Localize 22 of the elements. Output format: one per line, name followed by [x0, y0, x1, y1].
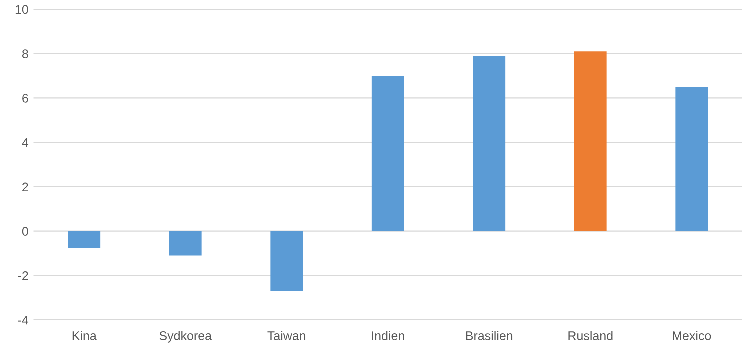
y-tick-label: 0: [22, 227, 28, 236]
y-tick-label: 10: [16, 5, 28, 14]
x-tick-label: Mexico: [673, 331, 712, 340]
y-tick-label: -4: [18, 316, 29, 325]
bar: [68, 231, 101, 248]
x-tick-label: Kina: [72, 331, 97, 340]
x-tick-label: Rusland: [568, 331, 613, 340]
x-tick-label: Indien: [372, 331, 404, 340]
bar: [372, 76, 404, 232]
bar: [574, 52, 607, 232]
y-tick-label: 6: [22, 94, 28, 103]
bar: [270, 231, 304, 292]
y-tick-label: 8: [22, 50, 28, 59]
y-tick-label: 2: [22, 182, 28, 192]
bar: [473, 56, 506, 232]
x-tick-label: Brasilien: [466, 331, 513, 340]
y-tick-label: 4: [22, 138, 29, 148]
bar: [676, 87, 708, 232]
x-tick-label: Sydkorea: [160, 331, 212, 343]
x-tick-label: Taiwan: [268, 331, 306, 340]
bar: [169, 231, 202, 256]
y-tick-label: -2: [18, 272, 28, 280]
